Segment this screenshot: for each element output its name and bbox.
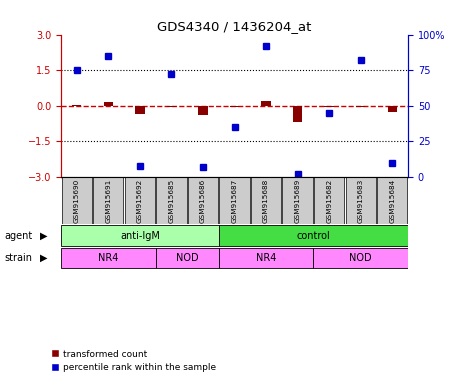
Bar [135,106,144,114]
Text: GSM915687: GSM915687 [232,179,237,223]
Text: GSM915682: GSM915682 [326,179,332,223]
FancyBboxPatch shape [61,177,92,224]
Text: GSM915692: GSM915692 [137,179,143,223]
Text: GSM915683: GSM915683 [358,179,363,223]
FancyBboxPatch shape [61,225,219,246]
Text: anti-IgM: anti-IgM [120,230,160,240]
Bar [325,106,334,107]
Bar [293,106,303,122]
Bar [261,101,271,106]
Text: NOD: NOD [349,253,372,263]
FancyBboxPatch shape [313,248,408,268]
Text: strain: strain [5,253,33,263]
FancyBboxPatch shape [219,225,408,246]
FancyBboxPatch shape [282,177,313,224]
Text: GSM915684: GSM915684 [389,179,395,223]
Bar [198,106,208,115]
Text: GSM915686: GSM915686 [200,179,206,223]
Text: control: control [296,230,330,240]
Bar [72,104,82,106]
Text: ▶: ▶ [40,230,47,240]
FancyBboxPatch shape [156,248,219,268]
Bar [166,106,176,107]
FancyBboxPatch shape [251,177,281,224]
FancyBboxPatch shape [314,177,344,224]
Text: ▶: ▶ [40,253,47,263]
Text: NR4: NR4 [98,253,119,263]
FancyBboxPatch shape [156,177,187,224]
Bar [104,102,113,106]
FancyBboxPatch shape [188,177,218,224]
Text: NR4: NR4 [256,253,276,263]
Legend: transformed count, percentile rank within the sample: transformed count, percentile rank withi… [47,346,219,376]
Bar [230,106,239,107]
FancyBboxPatch shape [219,248,313,268]
Text: GSM915691: GSM915691 [106,179,111,223]
Text: agent: agent [5,230,33,240]
Text: GSM915688: GSM915688 [263,179,269,223]
FancyBboxPatch shape [346,177,376,224]
FancyBboxPatch shape [61,248,156,268]
Text: NOD: NOD [176,253,198,263]
Text: GSM915689: GSM915689 [295,179,301,223]
Text: GSM915685: GSM915685 [168,179,174,223]
FancyBboxPatch shape [125,177,155,224]
Bar [356,106,365,107]
FancyBboxPatch shape [377,177,408,224]
FancyBboxPatch shape [93,177,123,224]
Text: GSM915690: GSM915690 [74,179,80,223]
Bar [387,106,397,112]
Title: GDS4340 / 1436204_at: GDS4340 / 1436204_at [157,20,312,33]
FancyBboxPatch shape [219,177,250,224]
